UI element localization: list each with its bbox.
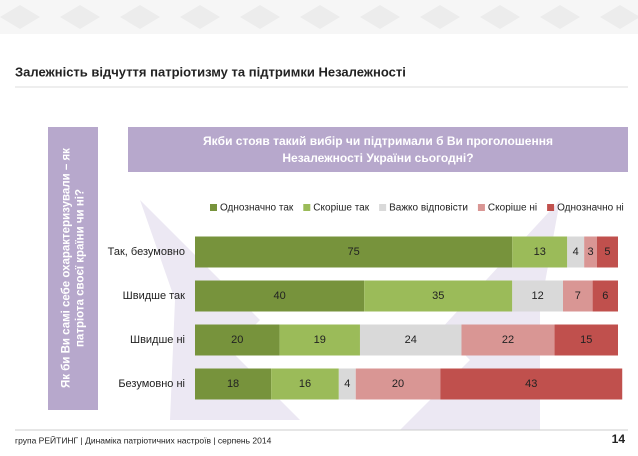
y-tick-label: Так, безумовно <box>108 246 185 258</box>
legend-swatch <box>303 204 311 211</box>
y-tick-label: Швидше ні <box>130 334 185 346</box>
legend-label: Однозначно ні <box>557 203 624 214</box>
header-box <box>128 127 628 172</box>
bar-segment <box>567 236 585 268</box>
bar-segment <box>195 324 280 356</box>
slide-title: Залежність відчуття патріотизму та підтр… <box>15 64 406 79</box>
legend-swatch <box>547 204 555 211</box>
bar-segment <box>338 368 356 400</box>
value-label: 75 <box>348 246 360 258</box>
bar-segment <box>563 280 593 312</box>
value-label: 5 <box>604 246 610 258</box>
value-label: 18 <box>227 378 239 390</box>
legend-label: Скоріше так <box>313 203 369 214</box>
value-label: 16 <box>299 378 311 390</box>
value-label: 20 <box>231 334 243 346</box>
value-label: 4 <box>573 246 579 258</box>
bar-segment <box>512 280 564 312</box>
value-label: 43 <box>525 378 537 390</box>
value-label: 35 <box>432 290 444 302</box>
bar-segment <box>364 280 513 312</box>
value-label: 12 <box>532 290 544 302</box>
legend-label: Важко відповісти <box>389 203 468 214</box>
bar-segment <box>596 236 618 268</box>
side-box <box>48 127 98 410</box>
value-label: 6 <box>602 290 608 302</box>
value-label: 4 <box>344 378 350 390</box>
bar-segment <box>195 236 513 268</box>
value-label: 3 <box>587 246 593 258</box>
bar-segment <box>440 368 623 400</box>
ornament <box>0 0 638 34</box>
bar-segment <box>195 280 365 312</box>
bar-segment <box>461 324 555 356</box>
bar-segment <box>512 236 568 268</box>
bar-segment <box>271 368 339 400</box>
value-label: 13 <box>534 246 546 258</box>
value-label: 24 <box>405 334 417 346</box>
chart-subtitle: Якби стояв такий вибір чи підтримали б В… <box>203 133 553 165</box>
legend-swatch <box>210 204 217 211</box>
value-label: 19 <box>314 334 326 346</box>
ornament-pattern <box>0 5 638 29</box>
page-number: 14 <box>612 432 626 446</box>
y-axis-label: Як би Ви самі себе охарактеризували – як… <box>60 148 87 388</box>
bar-segment <box>355 368 441 400</box>
bar-segment <box>592 280 618 312</box>
header: Якби стояв такий вибір чи підтримали б В… <box>128 127 628 172</box>
legend-label: Скоріше ні <box>488 203 537 214</box>
bar-segment <box>554 324 618 356</box>
bar-segment <box>195 368 272 400</box>
value-label: 40 <box>273 290 285 302</box>
bar-segment <box>359 324 462 356</box>
legend-swatch <box>379 204 387 211</box>
legend-label: Однозначно так <box>220 203 294 214</box>
legend-swatch <box>477 204 485 211</box>
value-label: 20 <box>392 378 404 390</box>
y-tick-label: Безумовно ні <box>118 378 185 390</box>
bar-segment <box>279 324 360 356</box>
footer-text: група РЕЙТИНГ | Динаміка патріотичних на… <box>15 434 272 445</box>
value-label: 7 <box>575 290 581 302</box>
value-label: 15 <box>580 334 592 346</box>
bar-segment <box>584 236 597 268</box>
y-tick-label: Швидше так <box>123 290 186 302</box>
value-label: 22 <box>502 334 514 346</box>
